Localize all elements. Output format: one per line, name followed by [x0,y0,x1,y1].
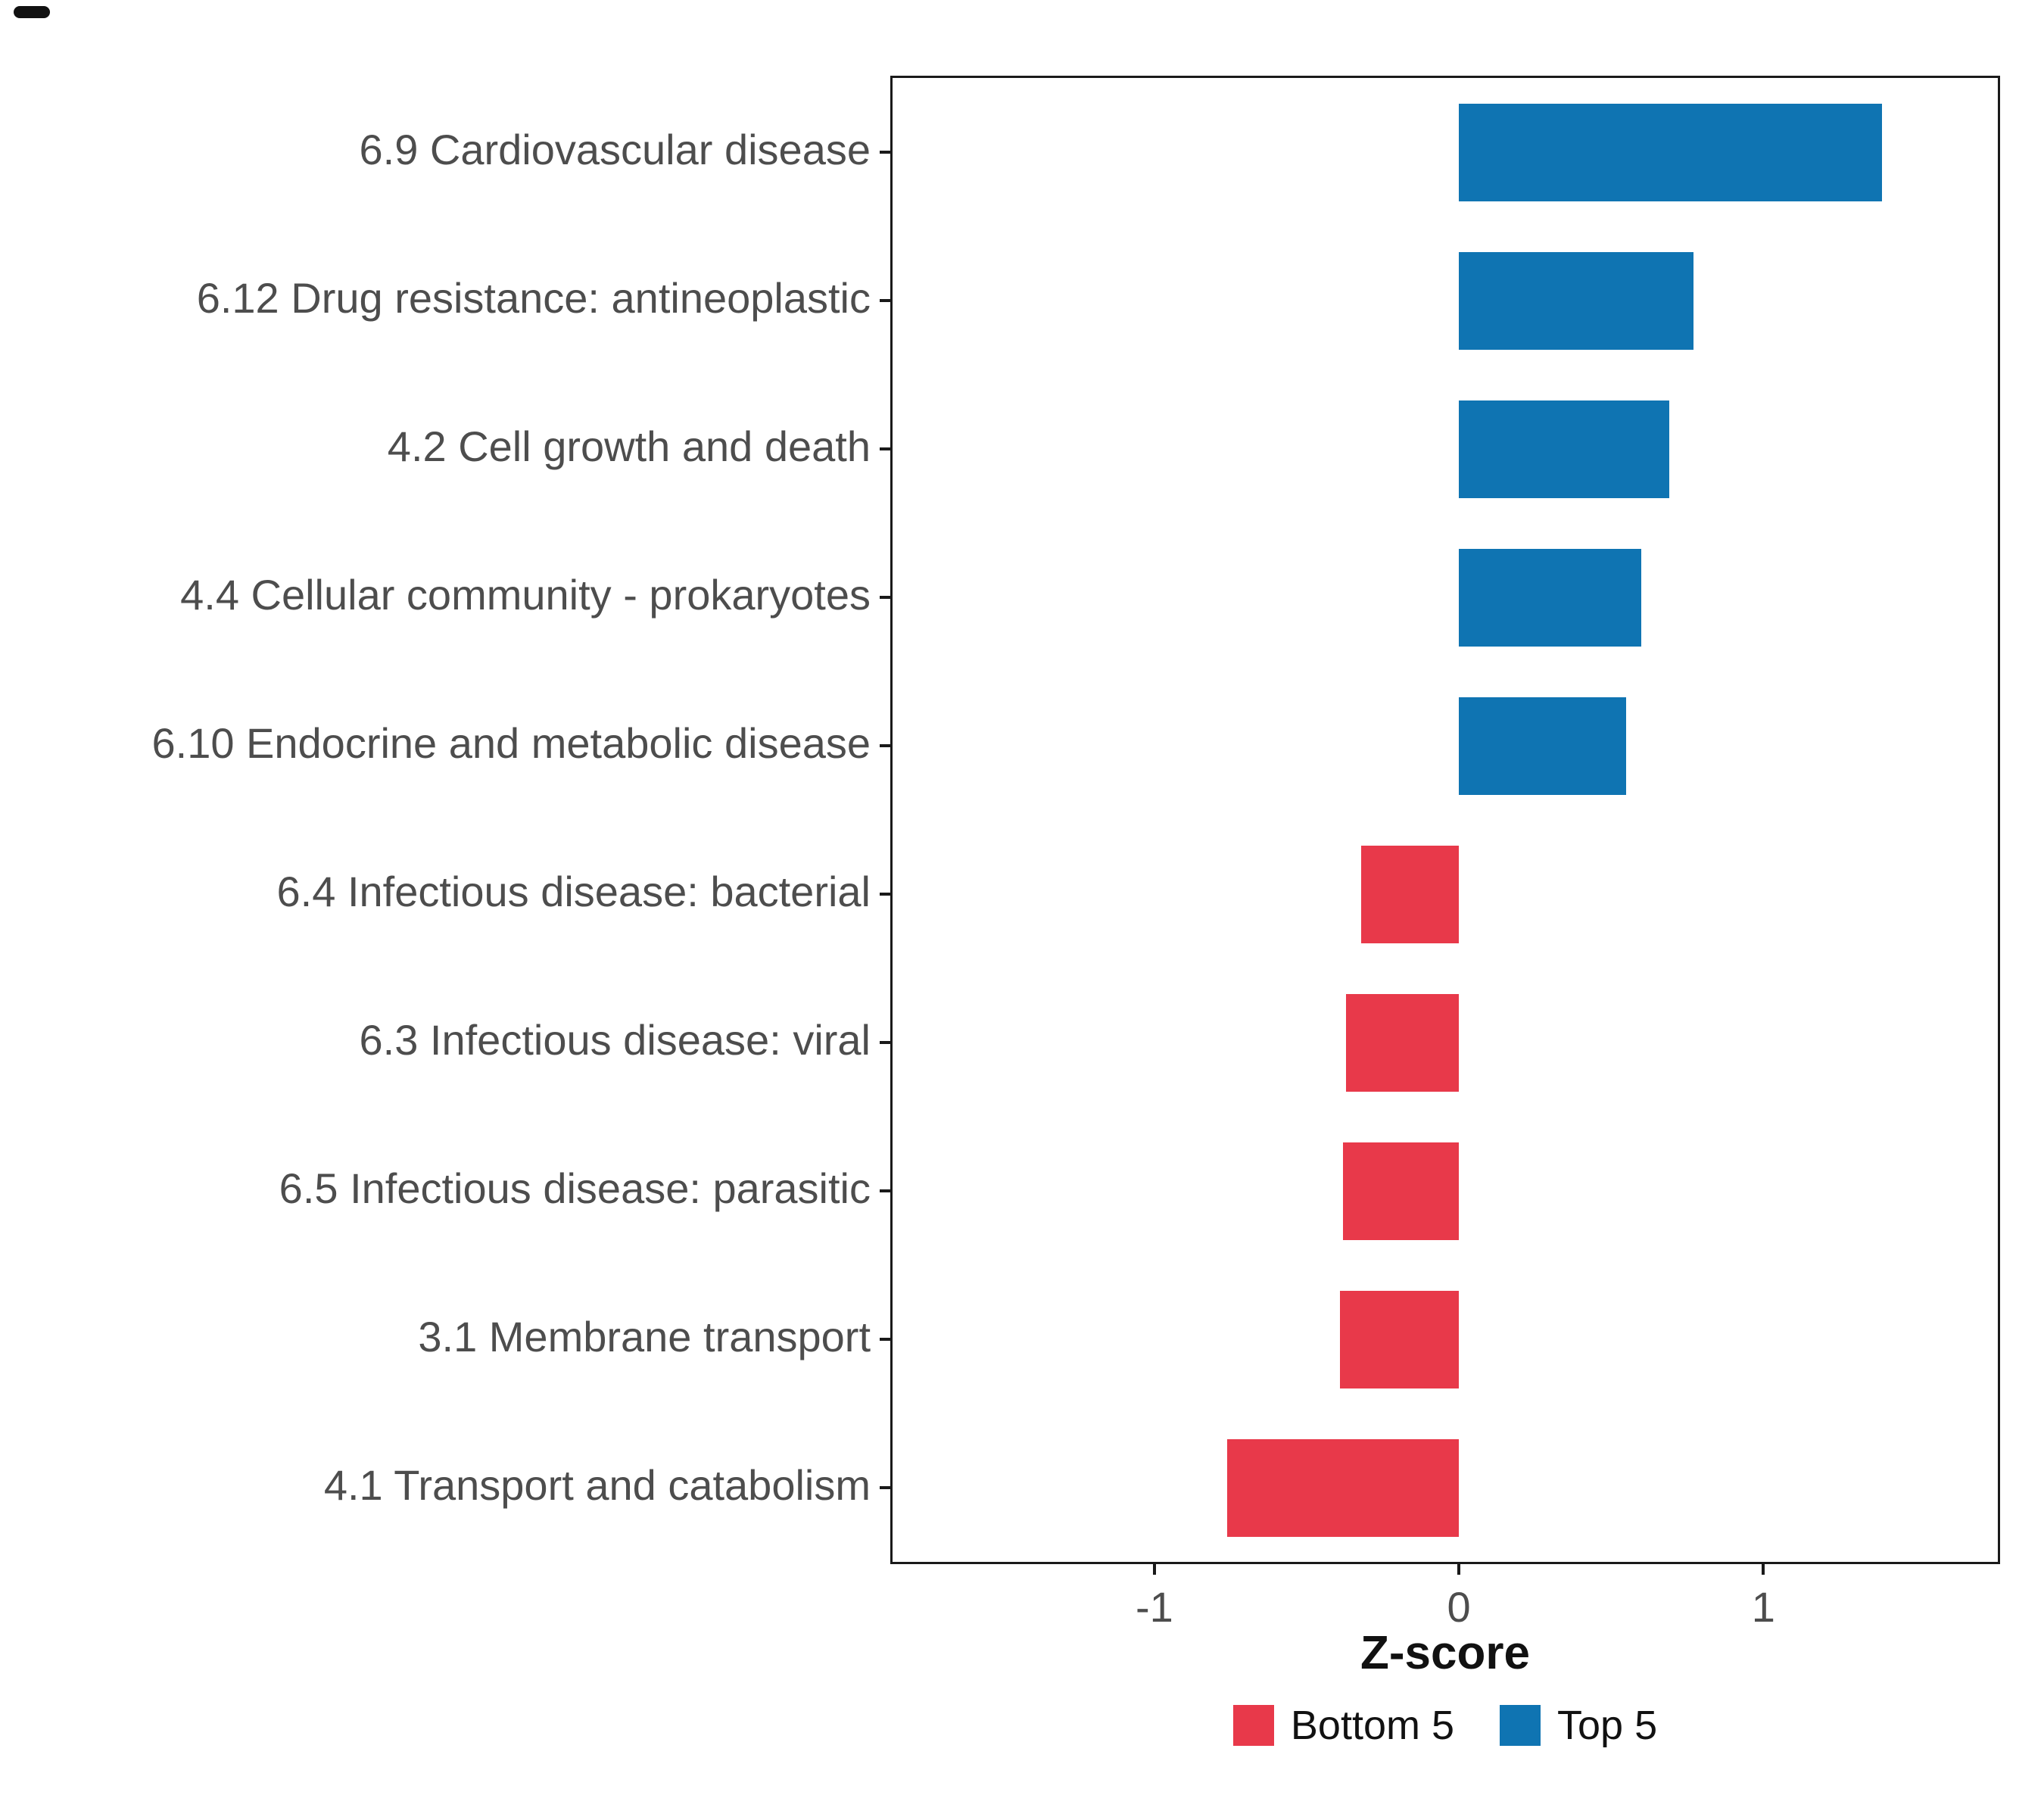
y-axis-label: 4.4 Cellular community - prokaryotes [180,571,871,619]
legend-item-top5: Top 5 [1500,1702,1657,1749]
y-tick-mark [880,596,890,599]
y-axis-label: 6.9 Cardiovascular disease [359,126,871,173]
y-axis-label: 4.2 Cell growth and death [387,422,871,470]
bar [1346,993,1460,1092]
plot-panel [890,76,2000,1564]
bar [1459,251,1693,350]
bar [1227,1438,1460,1537]
y-axis-label: 6.3 Infectious disease: viral [359,1016,871,1064]
y-axis-label: 6.4 Infectious disease: bacterial [276,868,871,915]
y-tick-mark [880,1041,890,1044]
crop-artifact-mark [14,6,50,18]
x-tick-mark [1457,1564,1461,1575]
bar [1459,548,1642,647]
x-axis-title: Z-score [1360,1627,1530,1679]
legend-item-bottom5: Bottom 5 [1232,1702,1454,1749]
y-axis-label: 4.1 Transport and catabolism [323,1461,871,1509]
y-tick-mark [880,893,890,896]
y-axis-label: 6.12 Drug resistance: antineoplastic [196,274,871,322]
bar [1361,845,1460,943]
bar [1343,1142,1460,1240]
legend-swatch-bottom5 [1232,1705,1274,1746]
legend: Bottom 5 Top 5 [890,1702,2000,1749]
x-tick-mark [1762,1564,1765,1575]
bar [1459,103,1883,201]
bar [1340,1290,1460,1388]
y-tick-mark [880,299,890,302]
legend-label-top5: Top 5 [1557,1703,1658,1748]
x-tick-label: 1 [1751,1583,1775,1631]
legend-label-bottom5: Bottom 5 [1290,1703,1454,1748]
y-axis-label: 6.5 Infectious disease: parasitic [279,1164,871,1212]
y-axis-label: 6.10 Endocrine and metabolic disease [151,719,871,767]
y-tick-mark [880,744,890,747]
bar [1459,400,1669,498]
y-tick-mark [880,1486,890,1489]
y-tick-mark [880,151,890,154]
bar [1459,697,1627,795]
x-tick-label: -1 [1135,1583,1173,1631]
y-axis-label: 3.1 Membrane transport [418,1313,871,1360]
y-tick-mark [880,1189,890,1192]
x-tick-label: 0 [1447,1583,1471,1631]
legend-swatch-top5 [1500,1705,1541,1746]
x-tick-mark [1152,1564,1156,1575]
y-tick-mark [880,447,890,450]
y-tick-mark [880,1338,890,1341]
